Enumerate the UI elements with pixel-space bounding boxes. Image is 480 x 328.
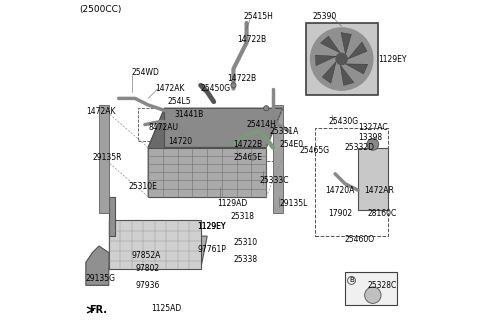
Polygon shape <box>109 220 201 269</box>
Text: 97761P: 97761P <box>197 245 226 254</box>
Polygon shape <box>315 55 336 66</box>
Text: 25333C: 25333C <box>260 176 289 185</box>
Text: 97852A: 97852A <box>132 251 161 260</box>
Text: 8472AU: 8472AU <box>148 123 178 133</box>
Bar <box>306 23 378 95</box>
Polygon shape <box>340 65 354 86</box>
Text: 1472AR: 1472AR <box>365 186 395 195</box>
Polygon shape <box>148 108 165 197</box>
Bar <box>227 121 279 161</box>
Text: 1129EY: 1129EY <box>378 54 406 64</box>
Polygon shape <box>348 42 367 59</box>
Polygon shape <box>148 108 283 148</box>
Text: 25450G: 25450G <box>201 84 231 93</box>
Circle shape <box>367 138 379 150</box>
Text: 14720A: 14720A <box>325 186 355 195</box>
Text: 25460O: 25460O <box>345 235 375 244</box>
Text: 1129AD: 1129AD <box>217 199 247 208</box>
Circle shape <box>264 106 269 111</box>
Text: 25390: 25390 <box>312 12 336 21</box>
Polygon shape <box>86 246 109 285</box>
Text: 25465E: 25465E <box>233 153 263 162</box>
Text: 13398: 13398 <box>358 133 382 142</box>
Text: 25310: 25310 <box>233 238 258 247</box>
Text: 14722B: 14722B <box>237 35 266 44</box>
Text: 1129EY: 1129EY <box>197 222 226 231</box>
Text: 17902: 17902 <box>328 209 353 218</box>
Text: 25465G: 25465G <box>299 146 329 155</box>
Text: 1472AK: 1472AK <box>155 84 184 93</box>
Text: 254E0: 254E0 <box>279 140 303 149</box>
Text: 25415H: 25415H <box>243 12 273 21</box>
Text: 29135G: 29135G <box>86 274 116 283</box>
Circle shape <box>336 53 348 65</box>
Bar <box>345 272 397 305</box>
Polygon shape <box>358 148 387 210</box>
Text: B: B <box>349 277 354 283</box>
Polygon shape <box>321 36 340 53</box>
Text: (2500CC): (2500CC) <box>79 5 121 14</box>
Text: FR.: FR. <box>89 305 107 315</box>
Polygon shape <box>341 32 351 54</box>
Text: 97936: 97936 <box>135 281 159 290</box>
Text: 1472AK: 1472AK <box>86 107 115 116</box>
Bar <box>315 128 388 236</box>
Text: 29135L: 29135L <box>279 199 308 208</box>
Circle shape <box>231 83 236 88</box>
Polygon shape <box>322 62 336 83</box>
Circle shape <box>251 155 256 160</box>
Text: 14722B: 14722B <box>233 140 263 149</box>
Text: 29135R: 29135R <box>92 153 122 162</box>
Text: 14720: 14720 <box>168 136 192 146</box>
Text: 1125AD: 1125AD <box>152 304 182 313</box>
Text: 25332D: 25332D <box>345 143 375 152</box>
Polygon shape <box>346 64 368 74</box>
Polygon shape <box>273 105 283 213</box>
Text: 25414H: 25414H <box>247 120 276 129</box>
Polygon shape <box>99 105 109 213</box>
Bar <box>138 108 191 141</box>
Text: 25318: 25318 <box>230 212 254 221</box>
Text: 1129EY: 1129EY <box>197 222 226 231</box>
Text: 97802: 97802 <box>135 264 159 274</box>
Text: 25331A: 25331A <box>270 127 299 136</box>
Text: 25328C: 25328C <box>368 281 397 290</box>
Text: 1327AC: 1327AC <box>358 123 388 133</box>
Polygon shape <box>109 236 207 269</box>
Polygon shape <box>109 197 115 236</box>
Text: 25338: 25338 <box>233 255 258 264</box>
Text: 254L5: 254L5 <box>168 97 192 106</box>
Text: 28160C: 28160C <box>368 209 397 218</box>
Text: 25430G: 25430G <box>328 117 359 126</box>
Text: 254WD: 254WD <box>132 68 160 77</box>
Circle shape <box>365 287 381 303</box>
Text: 25310E: 25310E <box>129 182 157 192</box>
Polygon shape <box>148 148 266 197</box>
Text: 31441B: 31441B <box>174 110 204 119</box>
Circle shape <box>311 28 373 90</box>
Text: 14722B: 14722B <box>227 74 256 83</box>
